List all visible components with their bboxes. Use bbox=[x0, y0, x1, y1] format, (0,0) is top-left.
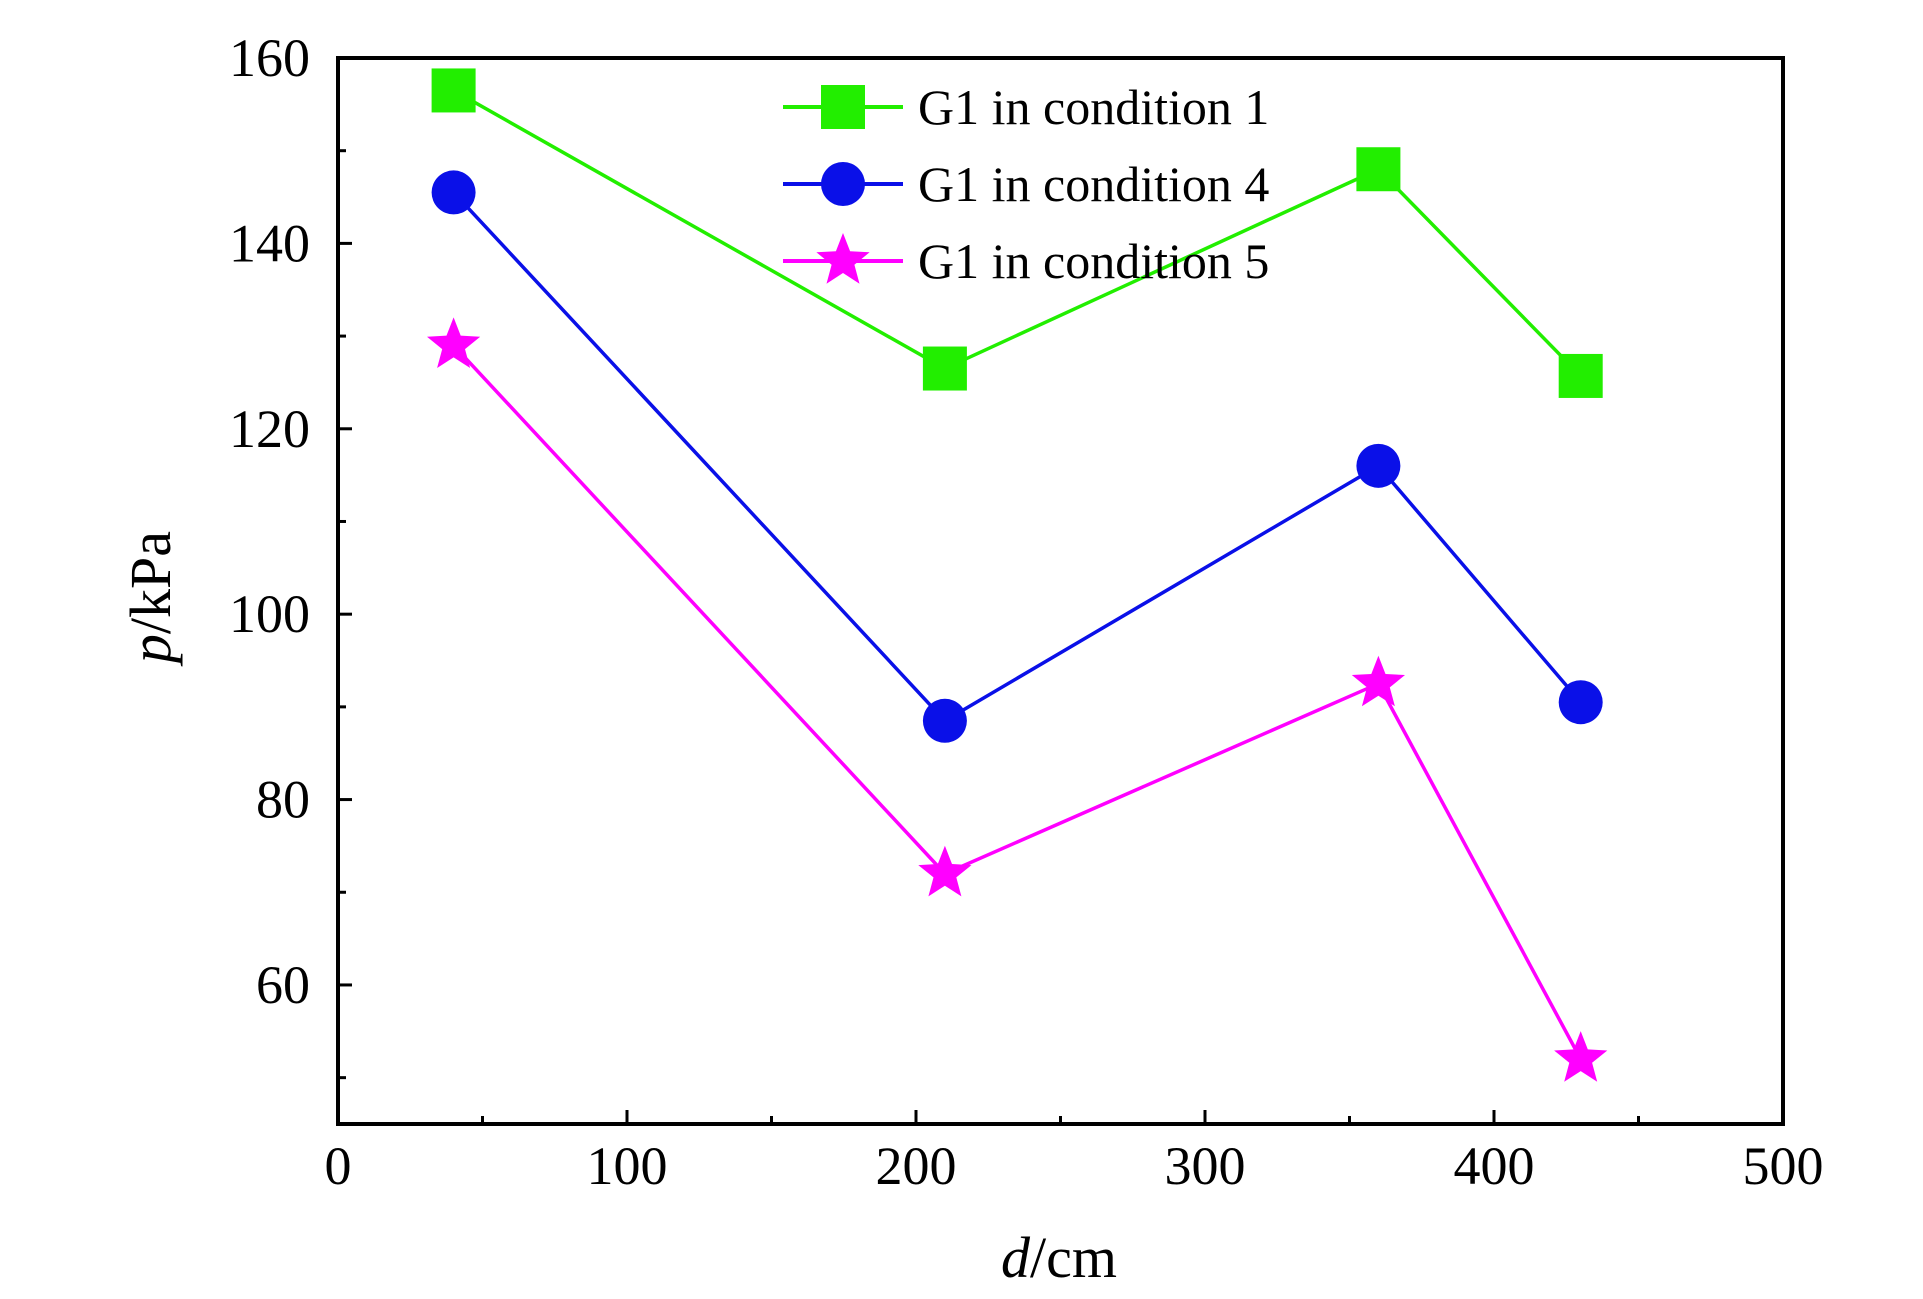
x-axis: 0 100 200 300 400 500 bbox=[325, 1110, 1824, 1196]
plot-frame bbox=[336, 56, 1785, 1126]
data-point bbox=[1554, 1031, 1608, 1082]
legend-marker bbox=[821, 85, 865, 129]
data-point bbox=[431, 170, 476, 215]
legend-item: G1 in condition 1 bbox=[783, 79, 1269, 135]
x-axis-unit: /cm bbox=[1030, 1225, 1117, 1290]
x-tick-label: 0 bbox=[325, 1136, 352, 1196]
data-point bbox=[1558, 680, 1603, 725]
x-tick-label: 400 bbox=[1454, 1136, 1535, 1196]
y-axis-unit: /kPa bbox=[118, 531, 183, 634]
y-axis-variable: p bbox=[118, 634, 183, 667]
plot-area bbox=[336, 56, 1785, 1126]
series-line bbox=[452, 88, 1582, 378]
legend-marker bbox=[816, 233, 870, 284]
y-tick-label: 160 bbox=[229, 28, 310, 88]
legend-label: G1 in condition 5 bbox=[918, 233, 1269, 289]
x-tick-label: 100 bbox=[587, 1136, 668, 1196]
y-tick-label: 100 bbox=[229, 584, 310, 644]
data-point bbox=[922, 346, 967, 391]
series-line bbox=[452, 191, 1583, 723]
legend-label: G1 in condition 4 bbox=[918, 156, 1269, 212]
x-axis-label: d/cm bbox=[1001, 1225, 1117, 1290]
data-point bbox=[427, 317, 481, 368]
y-tick-label: 140 bbox=[229, 213, 310, 273]
y-axis: 60 80 100 120 140 160 bbox=[229, 28, 352, 1080]
legend-label: G1 in condition 1 bbox=[918, 79, 1269, 135]
x-axis-variable: d bbox=[1001, 1225, 1031, 1290]
data-point bbox=[1356, 147, 1401, 192]
data-point bbox=[922, 698, 967, 743]
series-line bbox=[452, 344, 1583, 1060]
data-point bbox=[1356, 443, 1401, 488]
legend-item: G1 in condition 4 bbox=[783, 156, 1269, 212]
y-tick-label: 80 bbox=[256, 770, 310, 830]
x-tick-label: 500 bbox=[1743, 1136, 1824, 1196]
data-point bbox=[1351, 655, 1405, 707]
series-1 bbox=[431, 68, 1603, 398]
series-3 bbox=[427, 317, 1608, 1082]
x-tick-label: 200 bbox=[876, 1136, 957, 1196]
y-tick-label: 60 bbox=[256, 955, 310, 1015]
data-point bbox=[1558, 353, 1603, 398]
data-point bbox=[431, 68, 476, 113]
y-axis-label: p/kPa bbox=[118, 531, 183, 667]
y-tick-label: 120 bbox=[229, 399, 310, 459]
legend-item: G1 in condition 5 bbox=[783, 233, 1269, 289]
legend-marker bbox=[821, 162, 865, 206]
series-2 bbox=[431, 170, 1603, 743]
data-point bbox=[918, 845, 972, 897]
series-layer bbox=[427, 68, 1608, 1082]
legend: G1 in condition 1 G1 in condition 4 G1 in … bbox=[783, 79, 1269, 289]
x-tick-label: 300 bbox=[1165, 1136, 1246, 1196]
